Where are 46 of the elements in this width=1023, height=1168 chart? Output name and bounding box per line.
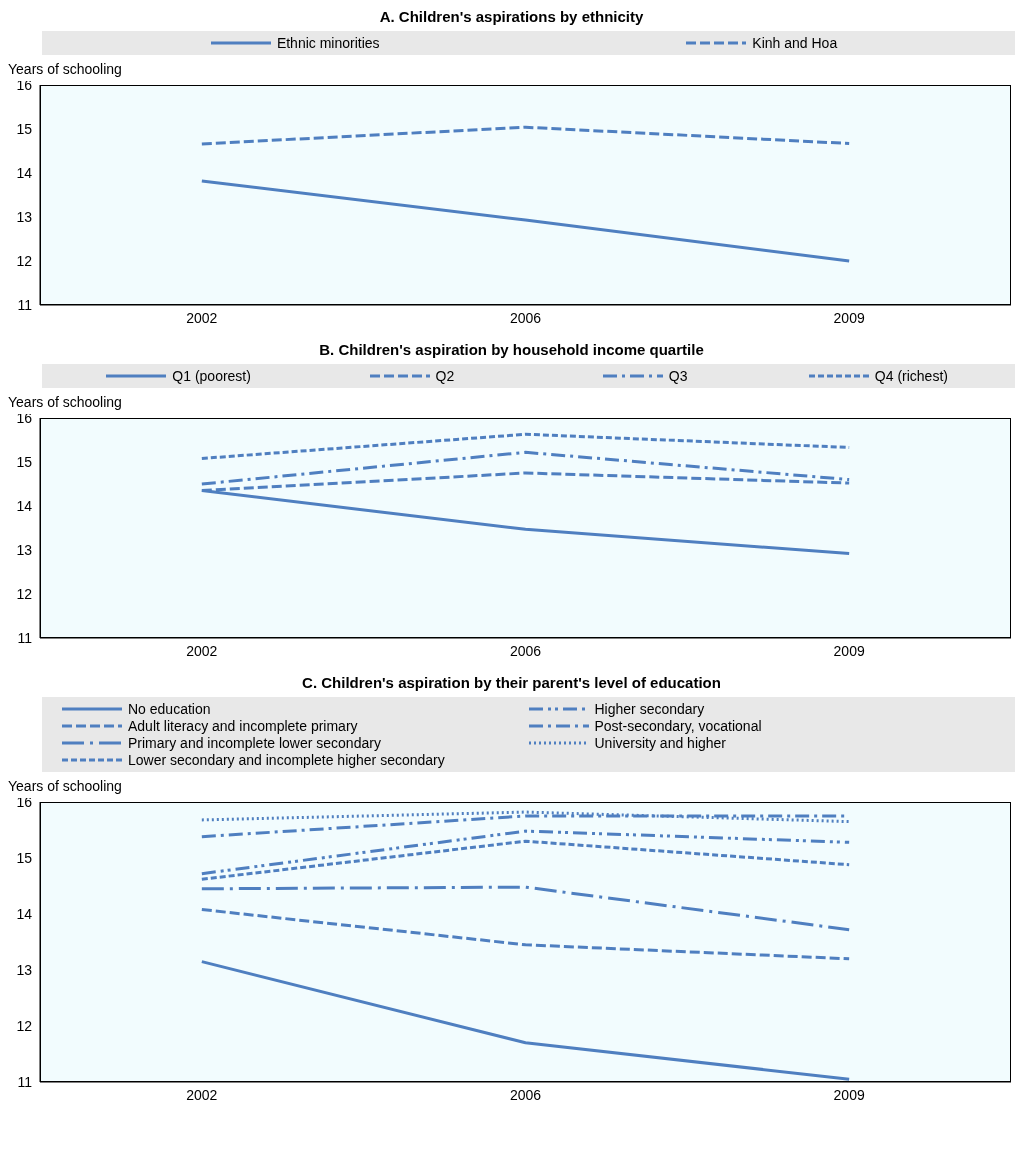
legend-label: Adult literacy and incomplete primary bbox=[128, 718, 358, 734]
x-tick-label: 2002 bbox=[186, 642, 218, 659]
legend-label: Kinh and Hoa bbox=[752, 35, 838, 51]
x-tick-label: 2002 bbox=[186, 309, 218, 326]
legend-label: Post-secondary, vocational bbox=[594, 718, 762, 734]
legend-label: Q2 bbox=[435, 368, 455, 384]
legend-label: Q3 bbox=[668, 368, 688, 384]
x-tick-label: 2009 bbox=[833, 1086, 865, 1103]
y-tick-label: 14 bbox=[16, 905, 33, 922]
legend-label: University and higher bbox=[594, 735, 727, 751]
chart-title: C. Children's aspiration by their parent's level of education bbox=[301, 674, 722, 691]
y-axis-title: Years of schooling bbox=[8, 394, 123, 410]
x-tick-label: 2009 bbox=[833, 642, 865, 659]
y-tick-label: 14 bbox=[16, 164, 33, 181]
legend-label: Ethnic minorities bbox=[276, 35, 380, 51]
y-axis-title: Years of schooling bbox=[8, 61, 123, 77]
x-tick-label: 2006 bbox=[509, 309, 542, 326]
y-tick-label: 13 bbox=[16, 961, 33, 978]
y-tick-label: 12 bbox=[16, 252, 33, 269]
y-tick-label: 11 bbox=[17, 629, 33, 646]
legend-label: Q1 (poorest) bbox=[172, 368, 251, 384]
y-tick-label: 15 bbox=[16, 453, 33, 470]
legend-label: Higher secondary bbox=[594, 701, 705, 717]
y-tick-label: 13 bbox=[16, 208, 33, 225]
y-tick-label: 13 bbox=[16, 541, 33, 558]
legend-label: Q4 (richest) bbox=[874, 368, 948, 384]
y-tick-label: 11 bbox=[17, 1073, 33, 1090]
x-tick-label: 2006 bbox=[509, 1086, 542, 1103]
legend-label: Lower secondary and incomplete higher secondary bbox=[128, 752, 445, 768]
chart-title: A. Children's aspirations by ethnicity bbox=[378, 8, 645, 25]
y-tick-label: 16 bbox=[16, 76, 33, 93]
y-tick-label: 16 bbox=[16, 409, 33, 426]
x-tick-label: 2006 bbox=[509, 642, 542, 659]
y-axis-title: Years of schooling bbox=[8, 778, 123, 794]
x-tick-label: 2002 bbox=[186, 1086, 218, 1103]
legend-label: Primary and incomplete lower secondary bbox=[128, 735, 381, 751]
y-tick-label: 11 bbox=[17, 296, 33, 313]
legend-label: No education bbox=[128, 701, 211, 717]
y-tick-label: 12 bbox=[16, 585, 33, 602]
chart-title: B. Children's aspiration by household income quartile bbox=[318, 341, 705, 358]
y-tick-label: 12 bbox=[16, 1017, 33, 1034]
x-tick-label: 2009 bbox=[833, 309, 865, 326]
y-tick-label: 15 bbox=[16, 120, 33, 137]
y-tick-label: 15 bbox=[16, 849, 33, 866]
y-tick-label: 14 bbox=[16, 497, 33, 514]
y-tick-label: 16 bbox=[16, 793, 33, 810]
